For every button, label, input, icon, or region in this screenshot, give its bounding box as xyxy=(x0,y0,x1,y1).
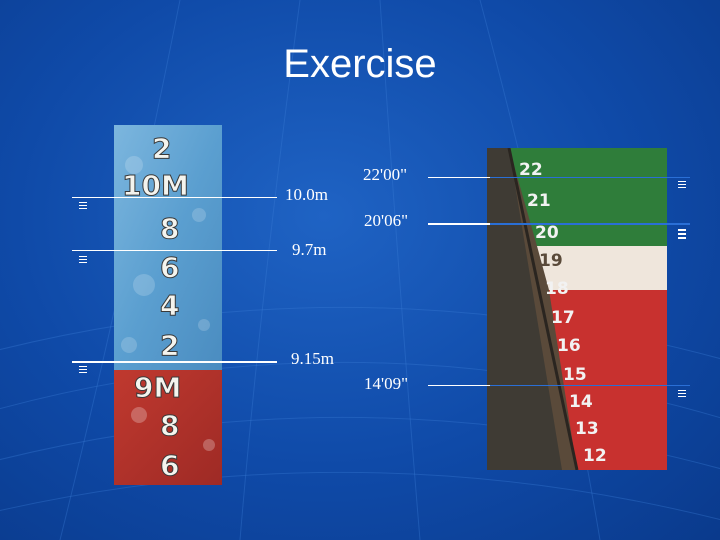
metric-reading-2: 9.7m xyxy=(292,240,327,259)
imperial-mark-20: 20 xyxy=(535,223,559,243)
metric-mark-8-low: 8 xyxy=(160,409,179,442)
imperial-line-1409-blue xyxy=(490,385,690,386)
metric-reading-3: 9.15m xyxy=(291,349,334,368)
imperial-line-22-white xyxy=(428,177,490,178)
imperial-mark-16: 16 xyxy=(557,336,581,356)
imperial-mark-22: 22 xyxy=(519,160,543,180)
metric-mark-6-low: 6 xyxy=(160,449,179,482)
imperial-mark-12: 12 xyxy=(583,446,607,466)
imperial-mark-14: 14 xyxy=(569,392,593,412)
imperial-mark-15: 15 xyxy=(563,365,587,385)
waterline-marker-icon xyxy=(678,181,686,190)
metric-mark-4: 4 xyxy=(160,289,179,322)
imperial-line-22-blue xyxy=(490,177,690,178)
metric-waterline-2 xyxy=(72,250,277,251)
metric-waterline-3 xyxy=(72,361,277,363)
imperial-line-2006-blue xyxy=(490,223,690,225)
waterline-marker-icon xyxy=(79,366,87,375)
waterline-marker-icon xyxy=(678,390,686,399)
imperial-mark-13: 13 xyxy=(575,419,599,439)
waterline-marker-icon xyxy=(79,256,87,265)
waterline-marker-icon xyxy=(79,202,87,211)
metric-mark-9m: 9M xyxy=(134,371,181,404)
slide-title: Exercise xyxy=(283,42,437,86)
imperial-mark-21: 21 xyxy=(527,191,551,211)
imperial-reading-1: 22'00" xyxy=(363,165,408,184)
imperial-mark-19: 19 xyxy=(539,251,563,271)
metric-draft-photo: 2 10M 8 6 4 2 9M 8 6 xyxy=(114,125,222,485)
imperial-reading-2: 20'06" xyxy=(364,211,409,230)
metric-mark-8: 8 xyxy=(160,212,179,245)
metric-mark-2-top: 2 xyxy=(152,132,171,165)
metric-mark-2: 2 xyxy=(160,329,179,362)
imperial-draft-photo: 22 21 20 19 18 17 16 15 14 13 12 xyxy=(487,148,667,470)
imperial-line-2006-white xyxy=(428,223,490,225)
imperial-reading-3: 14'09" xyxy=(364,374,409,393)
metric-mark-6: 6 xyxy=(160,251,179,284)
imperial-line-1409-white xyxy=(428,385,490,386)
metric-waterline-1 xyxy=(72,197,277,198)
metric-mark-10m: 10M xyxy=(122,169,189,202)
metric-reading-1: 10.0m xyxy=(285,185,328,204)
waterline-marker-icon xyxy=(678,229,686,241)
imperial-mark-17: 17 xyxy=(551,308,575,328)
imperial-mark-18: 18 xyxy=(545,279,569,299)
